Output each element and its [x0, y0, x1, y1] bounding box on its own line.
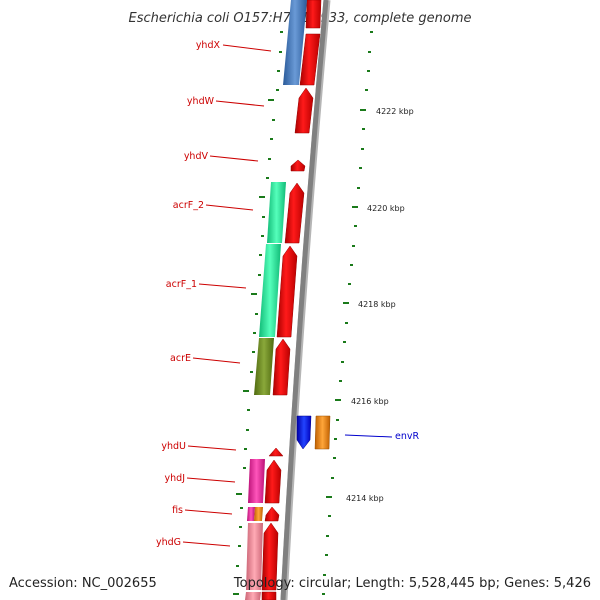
leader-lines	[182, 44, 393, 547]
cog-envR[interactable]	[314, 415, 331, 450]
accession-text: Accession: NC_002655	[9, 576, 157, 591]
gene-label-yhdJ[interactable]: yhdJ	[165, 473, 185, 484]
cog-yhdJ[interactable]	[248, 459, 265, 503]
cds-top[interactable]	[305, 0, 322, 29]
cds-fis[interactable]	[264, 506, 280, 522]
cog-yhdG[interactable]	[246, 523, 263, 590]
scale-label-4214: 4214 kbp	[346, 494, 384, 503]
gene-labels: yhdX yhdW yhdV acrF_2 acrF_1 acrE yhdU y…	[156, 40, 420, 548]
scale-label-4216: 4216 kbp	[351, 397, 389, 406]
cog-acrF_2[interactable]	[267, 182, 286, 243]
scale-labels: 4222 kbp 4220 kbp 4218 kbp 4216 kbp 4214…	[346, 107, 414, 503]
cds-acrF_1[interactable]	[276, 245, 298, 338]
cog-bottom[interactable]	[245, 592, 261, 600]
gene-label-yhdU[interactable]: yhdU	[161, 441, 186, 452]
cds-yhdG[interactable]	[261, 522, 279, 591]
cog-fis-2[interactable]	[254, 507, 263, 521]
cds-yhdV[interactable]	[290, 159, 306, 172]
gene-label-acrE[interactable]: acrE	[170, 353, 191, 364]
cog-acrE[interactable]	[254, 338, 274, 395]
gene-label-yhdG[interactable]: yhdG	[156, 537, 181, 548]
cds-envR[interactable]	[296, 415, 312, 450]
gene-label-yhdX[interactable]: yhdX	[196, 40, 221, 51]
cds-acrF_2[interactable]	[284, 182, 305, 244]
scale-label-4222: 4222 kbp	[376, 107, 414, 116]
cds-yhdW[interactable]	[294, 87, 314, 134]
inner-tick-ring	[233, 31, 283, 595]
cog-track	[245, 0, 307, 600]
cog-acrF_1[interactable]	[259, 244, 281, 337]
gene-label-acrF_1[interactable]: acrF_1	[166, 279, 197, 290]
cds-acrE[interactable]	[272, 338, 291, 396]
forward-cds-track	[261, 0, 322, 600]
gene-label-acrF_2[interactable]: acrF_2	[173, 200, 204, 211]
genome-stats-text: Topology: circular; Length: 5,528,445 bp…	[233, 576, 591, 591]
gene-label-fis[interactable]: fis	[172, 505, 183, 516]
gene-label-yhdV[interactable]: yhdV	[184, 151, 209, 162]
scale-label-4220: 4220 kbp	[367, 204, 405, 213]
outer-tick-ring	[322, 31, 373, 595]
cds-yhdU[interactable]	[268, 447, 284, 457]
gene-label-envR[interactable]: envR	[395, 431, 419, 442]
cog-fis-1[interactable]	[247, 507, 255, 521]
cds-yhdX[interactable]	[299, 33, 321, 86]
cds-yhdJ[interactable]	[264, 459, 282, 504]
cds-bottom[interactable]	[261, 591, 277, 600]
cog-yhdX[interactable]	[283, 0, 307, 85]
gene-label-yhdW[interactable]: yhdW	[187, 96, 215, 107]
scale-label-4218: 4218 kbp	[358, 300, 396, 309]
genome-backbone	[280, 0, 329, 600]
